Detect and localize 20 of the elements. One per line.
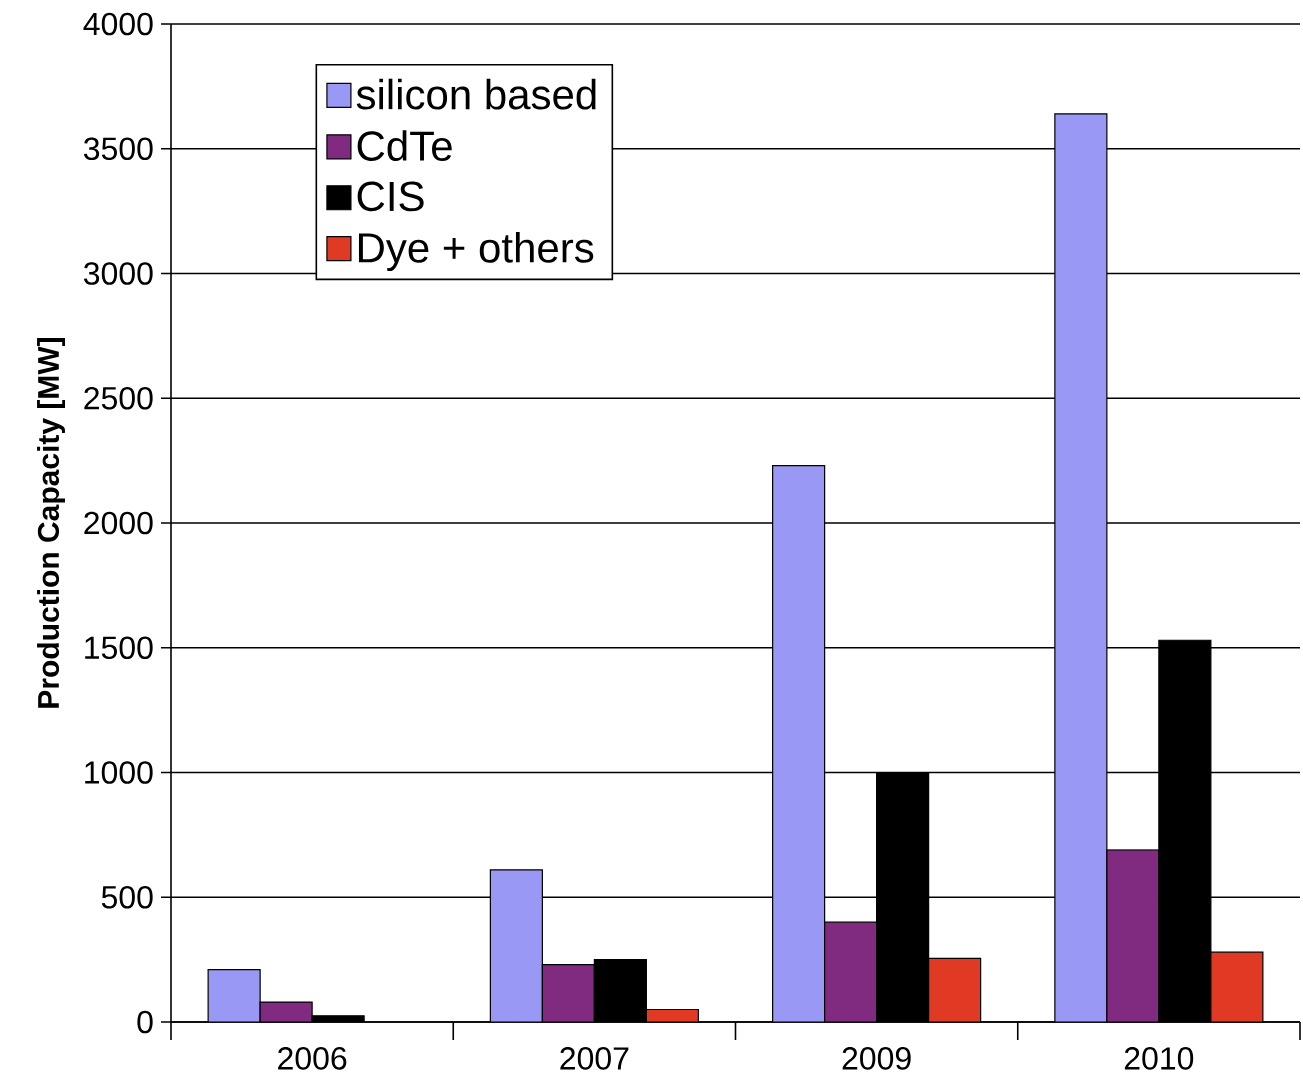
x-tick-label: 2010 [1124, 1047, 1194, 1070]
legend-label: CdTe [357, 130, 452, 161]
y-tick-label: 0 [137, 1010, 153, 1034]
y-tick-label: 3500 [83, 137, 153, 161]
y-tick-label: 1000 [85, 761, 153, 784]
y-tick-label: 4000 [83, 12, 153, 36]
x-tick-label: 2007 [560, 1047, 629, 1070]
y-tick-label: 500 [101, 885, 153, 909]
legend-label: Dye + others [358, 231, 594, 272]
y-tick-label: 2500 [84, 386, 153, 410]
bar [928, 957, 982, 1022]
legend-label: silicon based [356, 78, 596, 110]
x-tick-label: 2009 [842, 1047, 911, 1070]
y-tick-label: 3000 [83, 262, 153, 285]
bar [1210, 951, 1264, 1022]
y-tick-label: 1500 [85, 636, 153, 660]
y-axis-title: Production Capacity [MW] [37, 338, 65, 708]
legend-label: CIS [357, 181, 424, 212]
y-tick-label: 2000 [84, 511, 153, 535]
x-tick-label: 2006 [278, 1047, 347, 1070]
